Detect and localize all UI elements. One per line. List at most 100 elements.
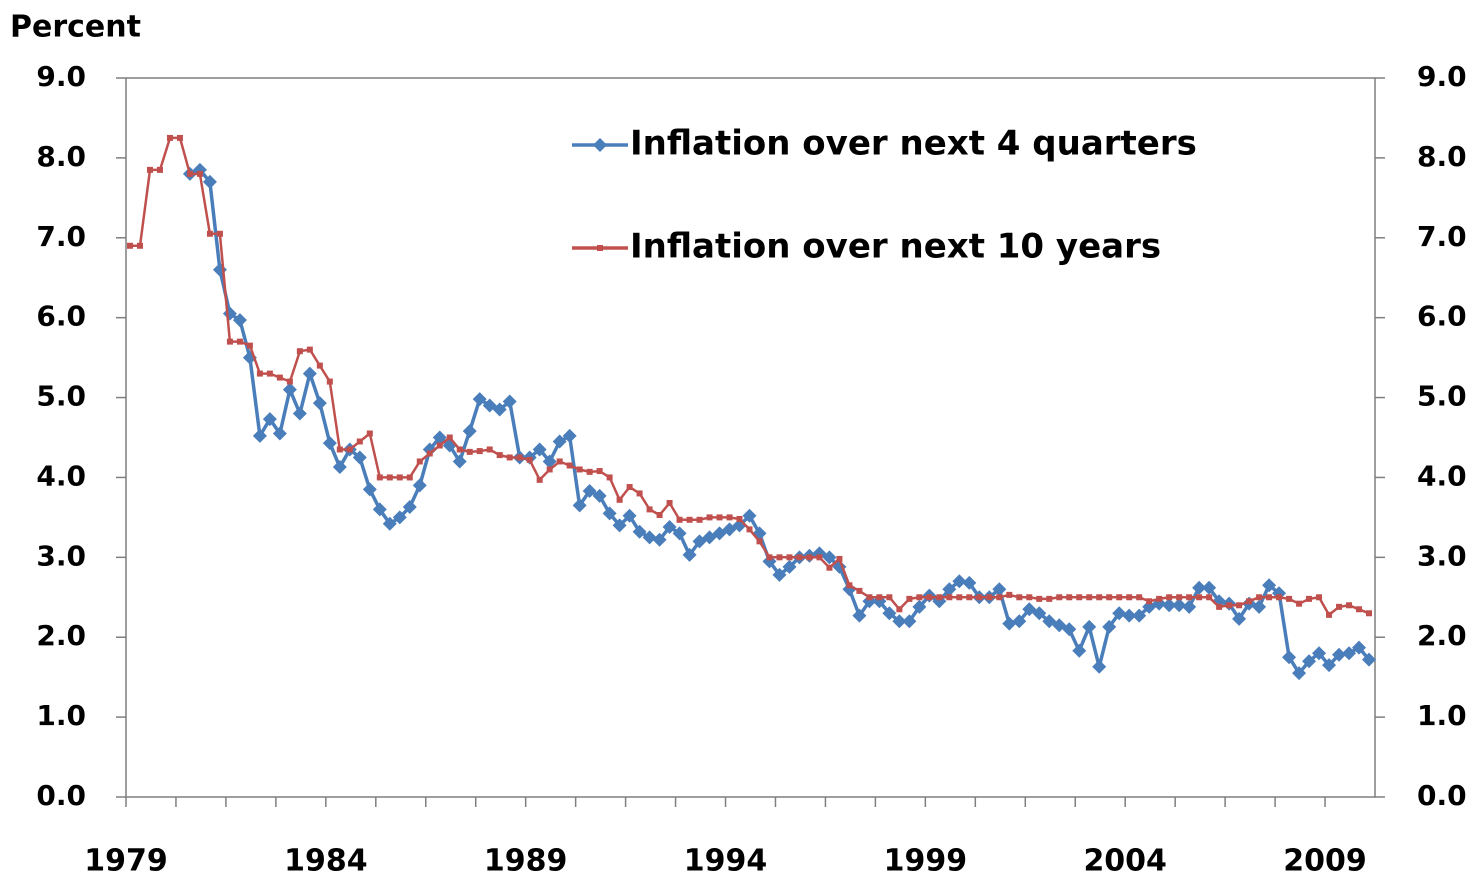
data-point <box>892 614 907 629</box>
data-point <box>292 406 307 421</box>
data-point <box>216 230 223 237</box>
x-tick-label: 1984 <box>284 844 368 879</box>
data-point <box>662 519 677 534</box>
data-point <box>876 594 883 601</box>
data-point <box>1136 594 1143 601</box>
data-point <box>556 458 563 465</box>
data-point <box>656 511 663 518</box>
data-point <box>1102 619 1117 634</box>
data-point <box>1286 595 1293 602</box>
x-tick-label: 1994 <box>684 844 768 879</box>
y2-tick-label: 0.0 <box>1417 779 1467 812</box>
data-point <box>516 454 523 461</box>
data-point <box>1146 598 1153 605</box>
data-point <box>686 516 693 523</box>
data-point <box>1316 594 1323 601</box>
data-point <box>946 594 953 601</box>
data-point <box>196 170 203 177</box>
data-point <box>916 594 923 601</box>
data-point <box>826 564 833 571</box>
data-point <box>392 510 407 525</box>
data-point <box>542 454 557 469</box>
data-point <box>412 478 427 493</box>
data-point <box>806 554 813 561</box>
data-point <box>422 442 437 457</box>
data-point <box>506 454 513 461</box>
y2-tick-label: 3.0 <box>1417 539 1467 572</box>
data-point <box>676 516 683 523</box>
data-point <box>322 436 337 451</box>
x-tick-label: 1979 <box>84 844 168 879</box>
data-point <box>1246 598 1253 605</box>
plot-frame <box>125 77 1376 798</box>
data-point <box>902 614 917 629</box>
data-point <box>1206 594 1213 601</box>
data-point <box>966 594 973 601</box>
data-point <box>306 346 313 353</box>
data-point <box>822 550 837 565</box>
data-point <box>1346 602 1353 609</box>
data-point <box>1332 647 1347 662</box>
data-point <box>426 450 433 457</box>
data-point <box>246 342 253 349</box>
data-point <box>472 392 487 407</box>
data-point <box>532 442 547 457</box>
data-point <box>1216 603 1223 610</box>
data-point <box>986 594 993 601</box>
data-point <box>596 468 603 475</box>
data-point <box>1032 606 1047 621</box>
data-point <box>316 362 323 369</box>
y-tick-label: 2.0 <box>36 619 86 652</box>
data-point <box>1112 606 1127 621</box>
data-point <box>936 594 943 601</box>
y-tick-label: 3.0 <box>36 539 86 572</box>
data-point <box>976 594 983 601</box>
data-point <box>782 559 797 574</box>
data-point <box>1296 600 1303 607</box>
data-point <box>1016 594 1023 601</box>
data-point <box>772 567 787 582</box>
data-point <box>776 554 783 561</box>
data-point <box>356 438 363 445</box>
data-point <box>1106 594 1113 601</box>
data-point <box>646 506 653 513</box>
data-point <box>1156 595 1163 602</box>
data-point <box>502 394 517 409</box>
data-point <box>652 532 667 547</box>
data-point <box>536 476 543 483</box>
data-point <box>852 608 867 623</box>
data-point <box>146 166 153 173</box>
data-point <box>1362 652 1377 667</box>
y-tick-label: 1.0 <box>36 699 86 732</box>
data-point <box>1186 594 1193 601</box>
y-tick-label: 9.0 <box>36 60 86 93</box>
x-tick-label: 1989 <box>484 844 568 879</box>
data-point <box>272 426 287 441</box>
data-point <box>332 460 347 475</box>
y2-tick-label: 7.0 <box>1417 220 1467 253</box>
data-point <box>1056 594 1063 601</box>
data-point <box>136 242 143 249</box>
data-point <box>1176 594 1183 601</box>
data-point <box>642 530 657 545</box>
data-point <box>602 506 617 521</box>
data-point <box>846 582 853 589</box>
data-point <box>1126 594 1133 601</box>
data-point <box>1196 594 1203 601</box>
data-point <box>1192 580 1207 595</box>
data-point <box>622 508 637 523</box>
data-point <box>1086 594 1093 601</box>
data-point <box>896 606 903 613</box>
x-tick-label: 2009 <box>1283 844 1367 879</box>
data-point <box>926 594 933 601</box>
data-point <box>202 174 217 189</box>
y-tick-label: 0.0 <box>36 779 86 812</box>
data-point <box>266 370 273 377</box>
data-point <box>882 606 897 621</box>
data-point <box>1166 594 1173 601</box>
data-point <box>1076 594 1083 601</box>
data-point <box>566 462 573 469</box>
data-point <box>282 382 297 397</box>
data-point <box>856 587 863 594</box>
y2-tick-label: 1.0 <box>1417 699 1467 732</box>
